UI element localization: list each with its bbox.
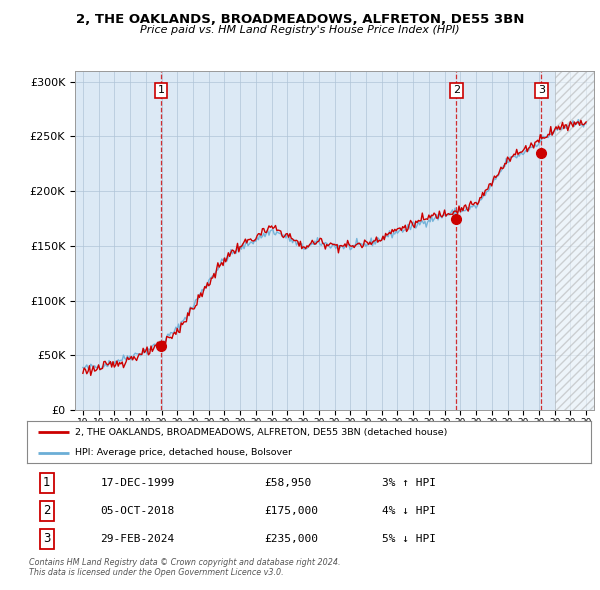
Text: 05-OCT-2018: 05-OCT-2018 <box>100 506 175 516</box>
Text: 2: 2 <box>453 86 460 96</box>
Text: Contains HM Land Registry data © Crown copyright and database right 2024.
This d: Contains HM Land Registry data © Crown c… <box>29 558 340 577</box>
Bar <box>554 71 594 410</box>
Text: 3: 3 <box>538 86 545 96</box>
Text: 17-DEC-1999: 17-DEC-1999 <box>100 478 175 488</box>
Text: £58,950: £58,950 <box>264 478 311 488</box>
Text: 2, THE OAKLANDS, BROADMEADOWS, ALFRETON, DE55 3BN (detached house): 2, THE OAKLANDS, BROADMEADOWS, ALFRETON,… <box>75 428 448 437</box>
Text: 1: 1 <box>43 477 50 490</box>
Text: 3% ↑ HPI: 3% ↑ HPI <box>382 478 436 488</box>
Text: 4% ↓ HPI: 4% ↓ HPI <box>382 506 436 516</box>
Text: 2, THE OAKLANDS, BROADMEADOWS, ALFRETON, DE55 3BN: 2, THE OAKLANDS, BROADMEADOWS, ALFRETON,… <box>76 13 524 26</box>
Text: 29-FEB-2024: 29-FEB-2024 <box>100 534 175 544</box>
Text: 1: 1 <box>157 86 164 96</box>
Text: 3: 3 <box>43 532 50 545</box>
Text: 2: 2 <box>43 504 50 517</box>
Text: £175,000: £175,000 <box>264 506 318 516</box>
Text: Price paid vs. HM Land Registry's House Price Index (HPI): Price paid vs. HM Land Registry's House … <box>140 25 460 35</box>
Text: HPI: Average price, detached house, Bolsover: HPI: Average price, detached house, Bols… <box>75 448 292 457</box>
Text: 5% ↓ HPI: 5% ↓ HPI <box>382 534 436 544</box>
Text: £235,000: £235,000 <box>264 534 318 544</box>
